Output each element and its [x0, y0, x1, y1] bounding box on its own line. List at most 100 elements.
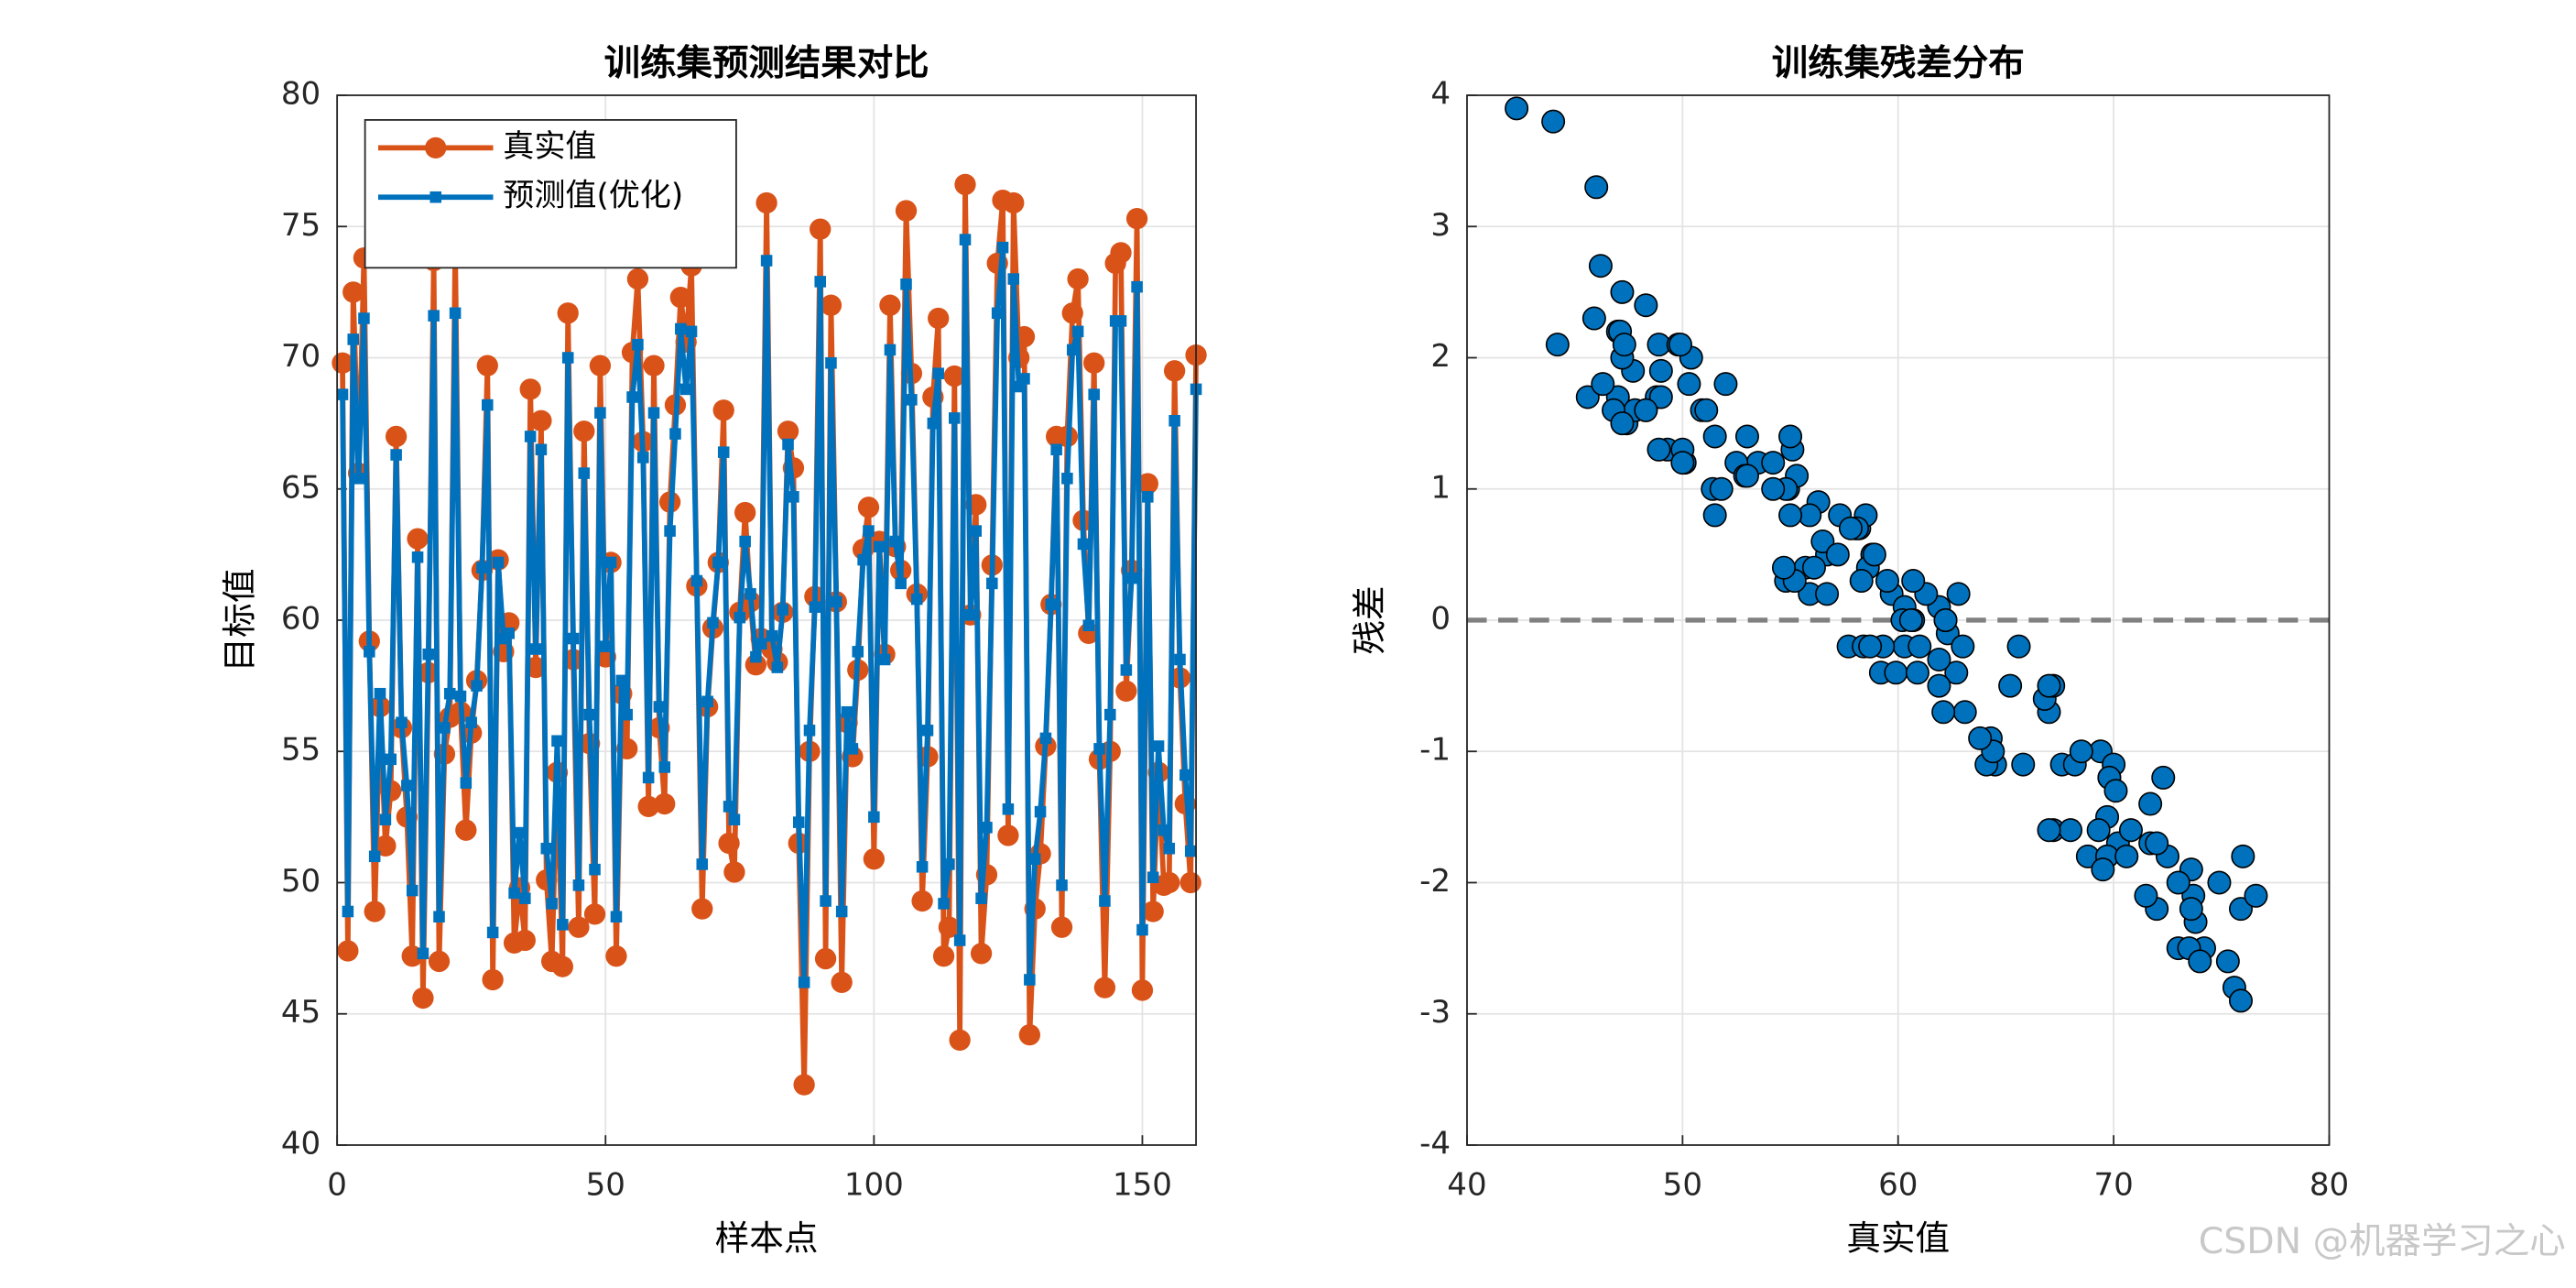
marker	[454, 690, 467, 703]
marker	[953, 934, 966, 946]
scatter-point	[1801, 555, 1826, 580]
marker	[970, 525, 983, 537]
marker	[1168, 414, 1180, 427]
marker	[997, 824, 1019, 846]
scatter-point	[1875, 569, 1899, 594]
scatter-point	[1709, 476, 1734, 501]
marker	[1093, 743, 1105, 755]
scatter-point	[2114, 844, 2139, 868]
x-tick-label: 50	[1663, 1166, 1702, 1203]
marker	[1125, 572, 1138, 584]
marker	[557, 919, 569, 931]
marker	[476, 562, 488, 573]
marker	[906, 394, 918, 406]
marker	[455, 819, 477, 841]
marker	[347, 333, 360, 345]
marker	[938, 898, 950, 910]
marker	[1110, 242, 1132, 264]
marker	[1152, 740, 1165, 752]
marker	[760, 255, 773, 267]
marker	[572, 879, 585, 891]
marker	[975, 892, 987, 904]
marker	[825, 356, 837, 369]
marker	[835, 905, 848, 918]
marker	[540, 842, 553, 855]
y-tick-label: 80	[281, 76, 321, 113]
marker	[690, 574, 703, 587]
marker	[895, 577, 907, 590]
marker	[396, 716, 408, 729]
marker	[626, 391, 638, 403]
y-tick-label: 70	[281, 338, 321, 375]
marker	[332, 352, 353, 374]
marker	[465, 716, 477, 729]
marker	[368, 850, 381, 863]
marker	[1083, 352, 1105, 374]
marker	[669, 286, 691, 309]
y-tick-label: -2	[1419, 863, 1451, 900]
scatter-point	[1944, 660, 1969, 685]
marker	[820, 895, 831, 907]
marker	[1142, 491, 1154, 503]
marker	[669, 428, 681, 440]
marker	[723, 801, 735, 813]
scatter-point	[1946, 582, 1971, 606]
scatter-point	[1927, 647, 1951, 671]
marker	[771, 661, 784, 673]
marker	[1131, 979, 1154, 1001]
marker	[910, 593, 923, 606]
marker	[889, 535, 902, 548]
marker	[857, 553, 869, 566]
marker	[1131, 280, 1143, 293]
scatter-point	[2228, 988, 2253, 1013]
scatter-point	[2069, 739, 2093, 764]
marker	[1056, 879, 1068, 891]
marker	[1050, 443, 1062, 456]
marker	[573, 420, 595, 442]
marker	[551, 955, 574, 977]
marker	[589, 863, 601, 876]
marker	[928, 307, 950, 330]
marker	[578, 467, 591, 479]
marker	[734, 611, 746, 624]
scatter-point	[1734, 424, 1759, 449]
marker	[401, 780, 413, 791]
marker	[986, 577, 998, 590]
marker	[745, 588, 756, 600]
axes-box	[1466, 94, 2331, 1146]
marker	[411, 551, 424, 563]
marker	[1061, 473, 1073, 485]
marker	[336, 388, 349, 400]
marker	[873, 540, 886, 553]
marker	[701, 695, 713, 708]
marker	[653, 701, 666, 713]
x-tick-label: 150	[1113, 1166, 1172, 1203]
marker	[1082, 619, 1095, 632]
axes-box	[336, 94, 1197, 1146]
marker	[734, 501, 756, 524]
series-line	[340, 236, 1199, 986]
marker	[959, 234, 972, 246]
marker	[482, 968, 504, 991]
scatter-point	[2207, 870, 2232, 895]
marker	[1018, 1023, 1041, 1046]
scatter-point	[1778, 424, 1803, 449]
scatter-point	[2145, 831, 2169, 856]
marker	[798, 977, 810, 988]
marker	[519, 378, 541, 400]
marker	[1018, 373, 1030, 385]
marker	[911, 890, 933, 912]
marker	[841, 705, 853, 718]
x-tick-label: 0	[327, 1166, 347, 1203]
marker	[594, 407, 606, 419]
marker	[793, 1074, 815, 1096]
marker	[412, 987, 434, 1010]
scatter-point	[1694, 398, 1719, 422]
marker	[429, 191, 442, 203]
scatter-point	[2037, 673, 2061, 698]
marker	[417, 947, 429, 960]
legend-label: 真实值	[503, 128, 596, 165]
marker	[561, 352, 574, 364]
marker	[508, 887, 520, 900]
chart-title: 训练集预测结果对比	[604, 42, 929, 84]
